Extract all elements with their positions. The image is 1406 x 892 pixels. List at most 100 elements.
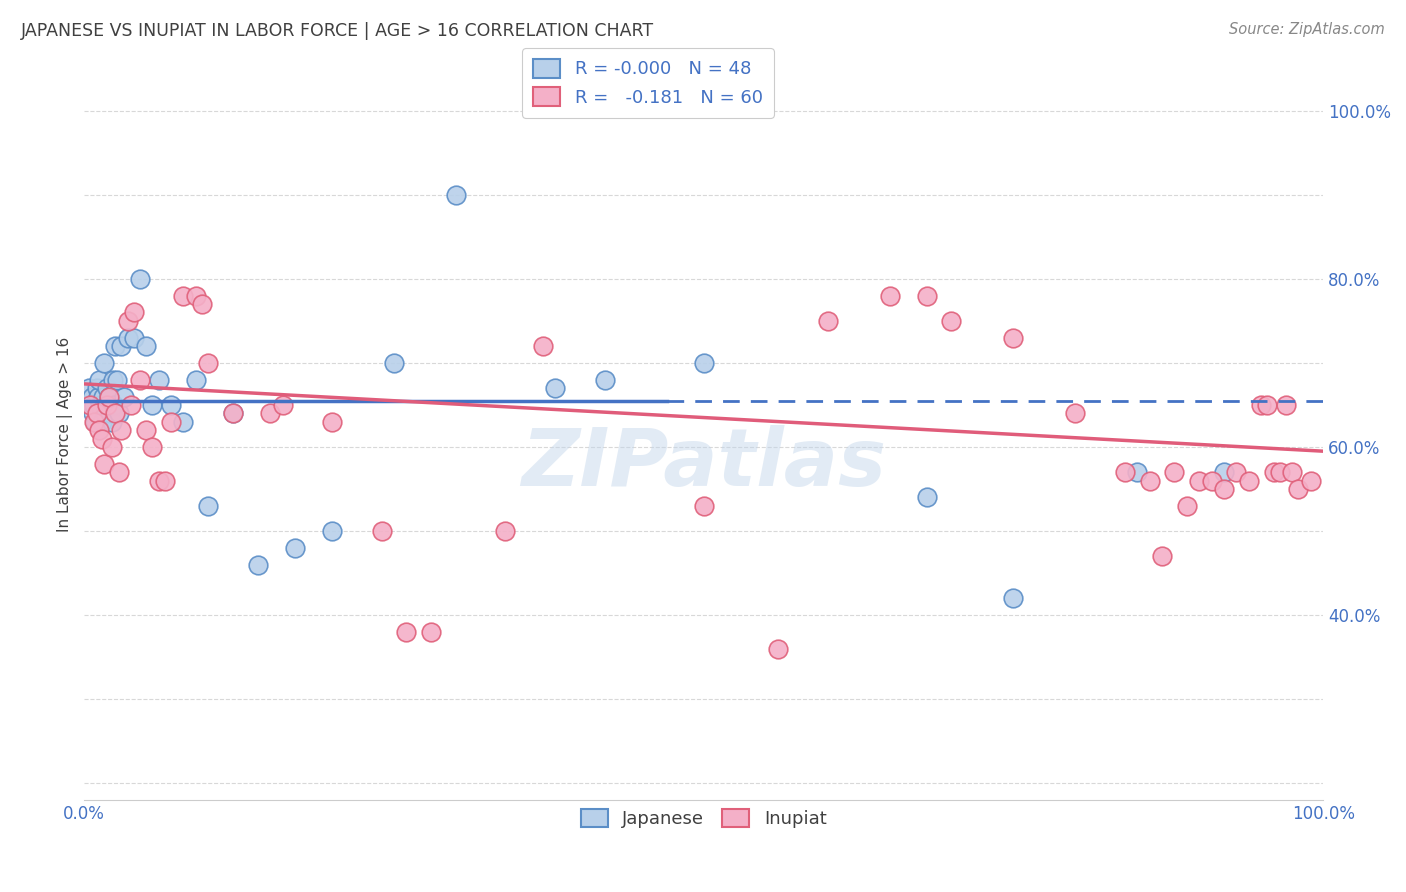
Text: ZIPatlas: ZIPatlas	[522, 425, 886, 502]
Point	[96, 398, 118, 412]
Point	[766, 641, 789, 656]
Point	[117, 314, 139, 328]
Point	[112, 390, 135, 404]
Point	[444, 187, 467, 202]
Point	[104, 406, 127, 420]
Point	[1281, 465, 1303, 479]
Point	[129, 373, 152, 387]
Point	[191, 297, 214, 311]
Point	[148, 474, 170, 488]
Point	[197, 356, 219, 370]
Point	[79, 398, 101, 412]
Point	[1275, 398, 1298, 412]
Point	[1250, 398, 1272, 412]
Point	[370, 524, 392, 538]
Point	[495, 524, 517, 538]
Point	[1188, 474, 1211, 488]
Text: Source: ZipAtlas.com: Source: ZipAtlas.com	[1229, 22, 1385, 37]
Point	[135, 339, 157, 353]
Point	[83, 398, 105, 412]
Point	[86, 381, 108, 395]
Point	[1002, 591, 1025, 606]
Point	[1268, 465, 1291, 479]
Text: JAPANESE VS INUPIAT IN LABOR FORCE | AGE > 16 CORRELATION CHART: JAPANESE VS INUPIAT IN LABOR FORCE | AGE…	[21, 22, 654, 40]
Point	[395, 625, 418, 640]
Point	[1175, 499, 1198, 513]
Point	[110, 423, 132, 437]
Point	[1002, 331, 1025, 345]
Point	[246, 558, 269, 572]
Point	[110, 339, 132, 353]
Point	[693, 499, 716, 513]
Point	[135, 423, 157, 437]
Point	[222, 406, 245, 420]
Point	[382, 356, 405, 370]
Point	[1286, 482, 1309, 496]
Point	[420, 625, 443, 640]
Point	[100, 440, 122, 454]
Point	[1213, 465, 1236, 479]
Point	[1213, 482, 1236, 496]
Point	[101, 373, 124, 387]
Legend: Japanese, Inupiat: Japanese, Inupiat	[574, 801, 834, 835]
Point	[105, 373, 128, 387]
Point	[817, 314, 839, 328]
Point	[160, 415, 183, 429]
Point	[941, 314, 963, 328]
Point	[117, 331, 139, 345]
Point	[1256, 398, 1278, 412]
Point	[1237, 474, 1260, 488]
Point	[148, 373, 170, 387]
Point	[80, 390, 103, 404]
Point	[108, 406, 131, 420]
Point	[693, 356, 716, 370]
Point	[172, 288, 194, 302]
Point	[89, 423, 111, 437]
Point	[104, 339, 127, 353]
Point	[93, 356, 115, 370]
Point	[1201, 474, 1223, 488]
Point	[83, 415, 105, 429]
Point	[86, 406, 108, 420]
Point	[122, 305, 145, 319]
Point	[1152, 549, 1174, 564]
Point	[531, 339, 554, 353]
Point	[84, 415, 107, 429]
Point	[1225, 465, 1247, 479]
Point	[82, 406, 104, 420]
Point	[141, 440, 163, 454]
Point	[1126, 465, 1149, 479]
Point	[259, 406, 281, 420]
Point	[153, 474, 176, 488]
Point	[103, 398, 125, 412]
Point	[1114, 465, 1136, 479]
Point	[321, 415, 343, 429]
Point	[915, 288, 938, 302]
Point	[97, 398, 120, 412]
Point	[593, 373, 616, 387]
Point	[90, 415, 112, 429]
Point	[1163, 465, 1185, 479]
Point	[108, 465, 131, 479]
Point	[1064, 406, 1087, 420]
Point	[197, 499, 219, 513]
Point	[87, 390, 110, 404]
Point	[184, 373, 207, 387]
Point	[544, 381, 567, 395]
Point	[98, 406, 121, 420]
Point	[96, 381, 118, 395]
Point	[915, 491, 938, 505]
Point	[122, 331, 145, 345]
Point	[160, 398, 183, 412]
Point	[184, 288, 207, 302]
Point	[91, 390, 114, 404]
Point	[222, 406, 245, 420]
Y-axis label: In Labor Force | Age > 16: In Labor Force | Age > 16	[58, 337, 73, 532]
Point	[89, 398, 111, 412]
Point	[141, 398, 163, 412]
Point	[1139, 474, 1161, 488]
Point	[98, 390, 121, 404]
Point	[172, 415, 194, 429]
Point	[879, 288, 901, 302]
Point	[94, 406, 117, 420]
